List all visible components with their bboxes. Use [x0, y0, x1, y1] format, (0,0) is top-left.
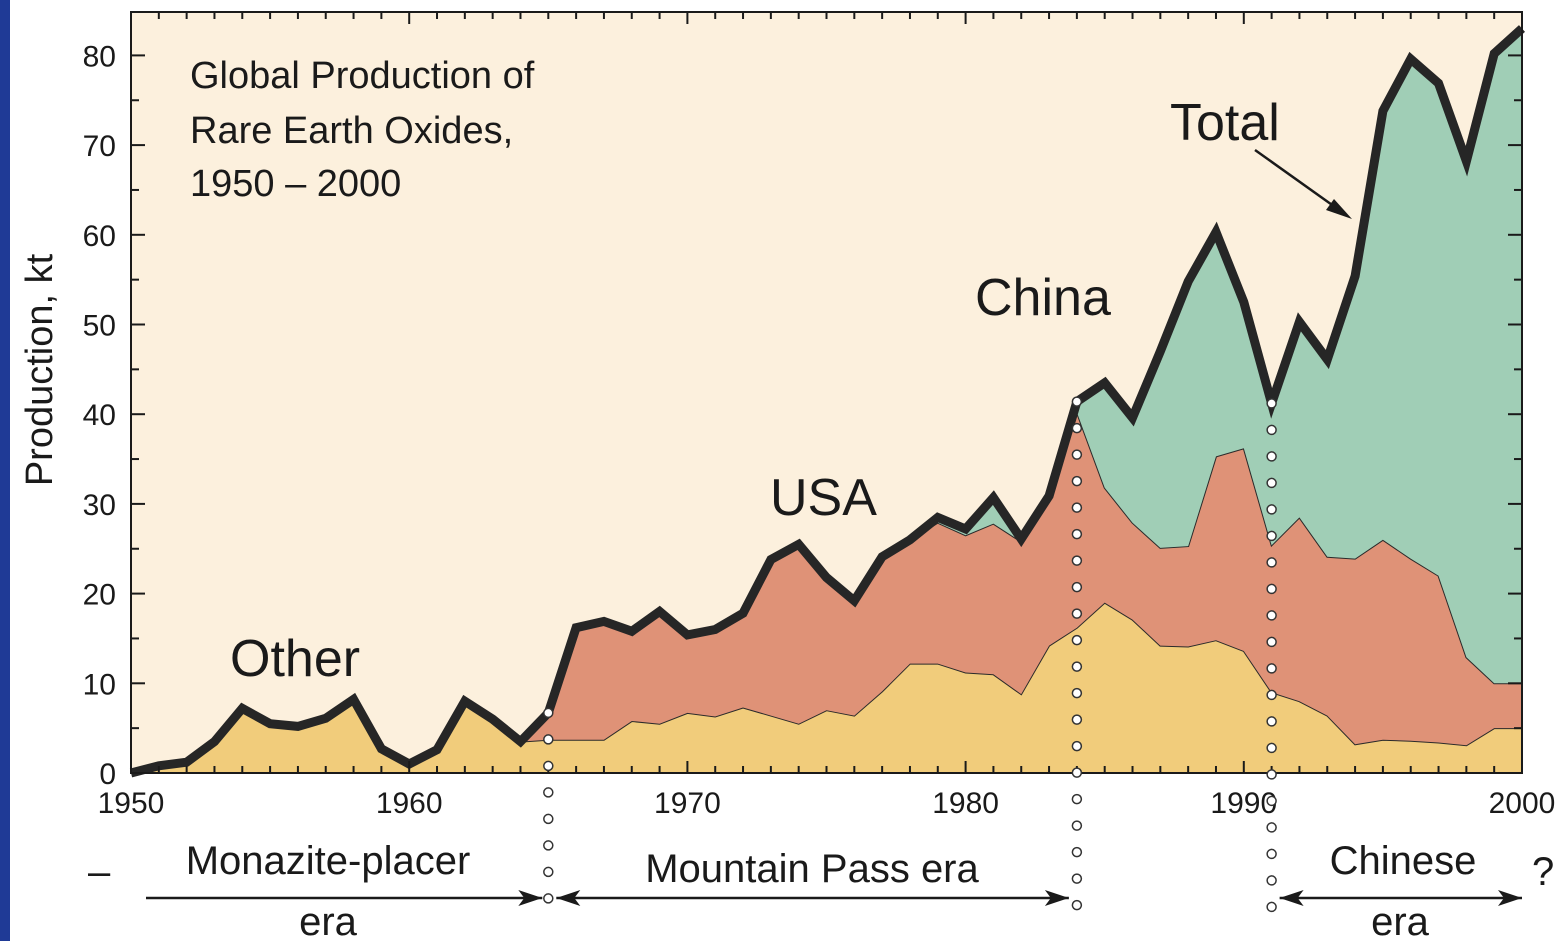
- boundary-dot-1984: [1071, 475, 1083, 487]
- total-line-group: [129, 25, 1526, 778]
- total-pointer-head: [1326, 199, 1352, 219]
- axis-ticks: 1950 1960 1970 1980 1990 2000 0 10 20 30 40 50 60 70 8…: [83, 12, 1556, 820]
- arrowhead-monazite-right: [518, 890, 543, 906]
- boundary-dot-1984: [1071, 422, 1083, 434]
- series-label-china: China: [975, 269, 1111, 327]
- y-tick-label: 10: [83, 668, 116, 701]
- boundary-dot-1991: [1266, 848, 1277, 860]
- y-tick-label: 50: [83, 310, 116, 343]
- series-label-total: Total: [1170, 94, 1280, 152]
- boundary-dot-1984: [1071, 714, 1083, 725]
- y-tick-label: 40: [83, 399, 116, 432]
- chart-labels: Global Production of Rare Earth Oxides, …: [19, 55, 1554, 944]
- title-line-2: Rare Earth Oxides,: [190, 110, 513, 152]
- boundary-dot-1991: [1266, 636, 1277, 648]
- plot-frame: [130, 11, 1523, 774]
- boundary-dot-1991: [1266, 504, 1277, 515]
- boundary-dot-1991: [1266, 795, 1277, 807]
- total-pointer-line: [1254, 148, 1343, 214]
- boundary-dot-1965: [543, 866, 554, 878]
- y-tick-label: 0: [99, 758, 116, 791]
- boundary-dot-1991: [1266, 583, 1277, 595]
- arrowhead-chinese-right: [1498, 890, 1522, 906]
- era-dash: –: [88, 850, 111, 894]
- boundary-dot-1965: [543, 734, 554, 745]
- y-tick-label: 30: [83, 489, 116, 522]
- boundary-dot-1991: [1266, 901, 1277, 913]
- arrowhead-mountain-pass-right: [1044, 890, 1069, 906]
- arrowhead-chinese-left: [1279, 890, 1304, 906]
- era-label-monazite-2: era: [299, 900, 358, 941]
- boundary-dot-1965: [543, 787, 554, 798]
- x-tick-label: 1980: [932, 787, 999, 820]
- era-question-mark: ?: [1532, 850, 1554, 894]
- series-label-usa: USA: [770, 469, 877, 527]
- series-label-other: Other: [230, 630, 360, 688]
- boundary-dot-1991: [1266, 716, 1277, 727]
- era-label-chinese-1: Chinese: [1330, 839, 1477, 883]
- slide-edge-bar: [0, 0, 10, 941]
- x-tick-label: 1990: [1210, 787, 1277, 820]
- boundary-dot-1991: [1266, 663, 1277, 674]
- boundary-dot-1991: [1266, 875, 1277, 886]
- boundary-dot-1984: [1071, 396, 1083, 407]
- boundary-dot-1991: [1266, 610, 1277, 621]
- y-tick-label: 20: [83, 579, 116, 612]
- boundary-dot-1991: [1266, 822, 1277, 833]
- title-line-3: 1950 – 2000: [190, 163, 401, 205]
- y-tick-label: 70: [83, 130, 116, 163]
- boundary-dot-1984: [1071, 502, 1083, 513]
- boundary-dot-1984: [1071, 608, 1083, 619]
- boundary-dot-1965: [543, 707, 554, 719]
- boundary-dot-1984: [1071, 820, 1083, 831]
- boundary-dot-1965: [543, 893, 554, 904]
- boundary-dot-1991: [1266, 424, 1277, 436]
- y-tick-label: 60: [83, 220, 116, 253]
- boundary-dot-1984: [1071, 767, 1083, 778]
- era-label-chinese-2: era: [1371, 900, 1430, 941]
- x-tick-label: 2000: [1489, 787, 1556, 820]
- era-label-mountain-pass: Mountain Pass era: [645, 847, 979, 891]
- boundary-dot-1965: [543, 840, 554, 851]
- y-axis-label: Production, kt: [19, 253, 61, 486]
- boundary-dot-1965: [543, 813, 554, 825]
- boundary-dot-1984: [1071, 528, 1083, 540]
- title-line-1: Global Production of: [190, 55, 535, 97]
- arrowhead-mountain-pass-left: [556, 890, 581, 906]
- boundary-dot-1991: [1266, 742, 1277, 754]
- boundary-dot-1984: [1071, 846, 1083, 858]
- boundary-dot-1991: [1266, 477, 1277, 489]
- x-tick-label: 1960: [376, 787, 443, 820]
- boundary-dot-1984: [1071, 899, 1083, 911]
- boundary-dot-1991: [1266, 769, 1277, 780]
- boundary-dot-1991: [1266, 557, 1277, 568]
- boundary-dot-1965: [543, 760, 554, 772]
- area-other: [131, 602, 1522, 773]
- boundary-dot-1991: [1266, 398, 1277, 409]
- boundary-dot-1984: [1071, 793, 1083, 805]
- boundary-dot-1984: [1071, 661, 1083, 672]
- x-tick-label: 1950: [98, 787, 165, 820]
- era-boundaries: [543, 396, 1277, 913]
- y-tick-label: 80: [83, 40, 116, 73]
- total-line: [129, 25, 1526, 778]
- boundary-dot-1984: [1071, 740, 1083, 752]
- boundary-dot-1984: [1071, 581, 1083, 593]
- boundary-dot-1984: [1071, 634, 1083, 646]
- boundary-dot-1984: [1071, 449, 1083, 460]
- boundary-dot-1984: [1071, 687, 1083, 699]
- boundary-dot-1991: [1266, 530, 1277, 542]
- boundary-dot-1984: [1071, 555, 1083, 566]
- boundary-dot-1991: [1266, 451, 1277, 462]
- era-arrows: [146, 148, 1522, 906]
- era-label-monazite-1: Monazite-placer: [186, 839, 471, 883]
- boundary-dot-1991: [1266, 689, 1277, 701]
- boundary-dot-1984: [1071, 873, 1083, 884]
- x-tick-label: 1970: [654, 787, 721, 820]
- area-china: [131, 28, 1522, 773]
- area-usa: [131, 412, 1522, 773]
